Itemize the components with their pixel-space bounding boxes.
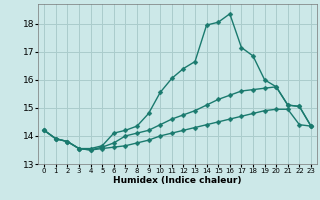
X-axis label: Humidex (Indice chaleur): Humidex (Indice chaleur) (113, 176, 242, 185)
